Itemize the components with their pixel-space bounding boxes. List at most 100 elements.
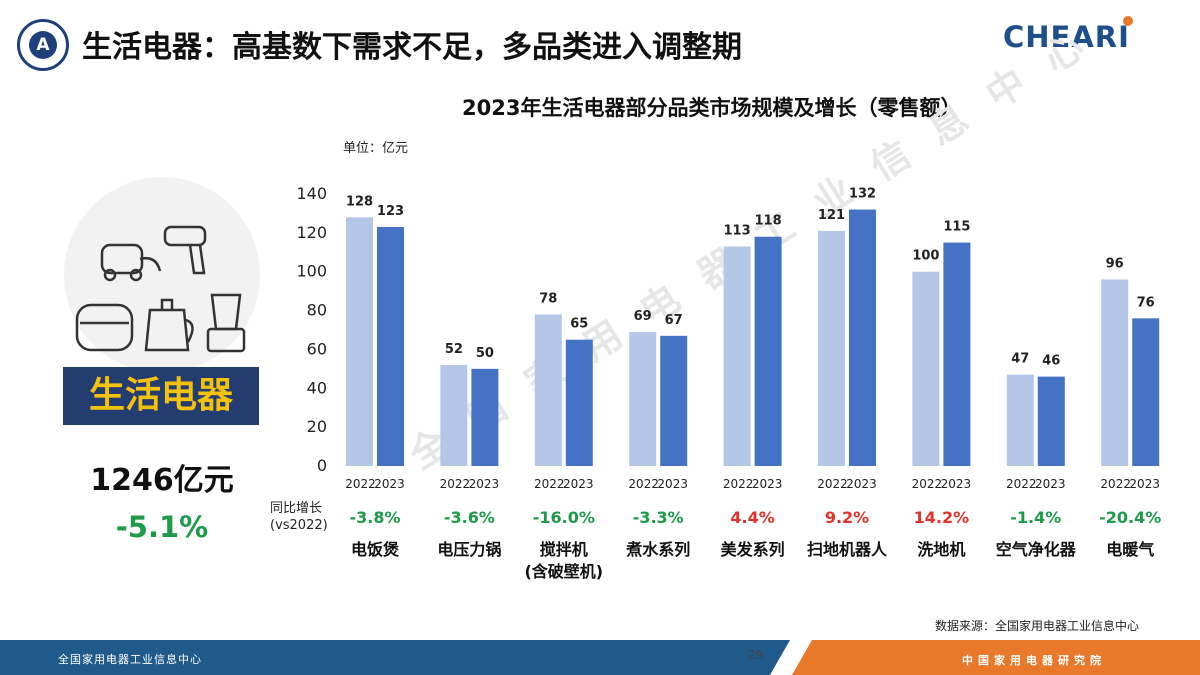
bar-value-label: 128 — [346, 194, 373, 209]
category-label: 电暖气 — [1106, 540, 1154, 559]
bar-value-label: 115 — [943, 220, 970, 235]
y-tick-label: 100 — [296, 262, 327, 281]
series-year-label: 2022 — [723, 477, 754, 491]
bar-value-label: 118 — [755, 214, 782, 229]
category-label: 扫地机器人 — [807, 540, 888, 559]
yoy-value: -3.8% — [349, 508, 400, 527]
bar-2022 — [346, 217, 373, 466]
category-label: 美发系列 — [721, 540, 785, 559]
y-tick-label: 0 — [317, 456, 327, 475]
bar-value-label: 46 — [1042, 354, 1060, 369]
series-year-label: 2023 — [1035, 477, 1066, 491]
bar-value-label: 96 — [1106, 256, 1124, 271]
yoy-value: -3.6% — [444, 508, 495, 527]
series-year-label: 2023 — [374, 477, 405, 491]
bar-value-label: 113 — [724, 223, 751, 238]
bar-2022 — [723, 246, 751, 466]
bar-2023 — [471, 368, 499, 466]
bar-2022 — [912, 271, 940, 466]
yoy-label-line2: (vs2022) — [270, 518, 328, 533]
kettle-icon — [144, 298, 194, 352]
chart-title: 2023年生活电器部分品类市场规模及增长（零售额） — [462, 96, 962, 120]
logo-a-icon: A — [29, 31, 57, 59]
series-year-label: 2022 — [440, 477, 471, 491]
chart-unit: 单位：亿元 — [343, 141, 409, 156]
bar-value-label: 52 — [445, 342, 463, 357]
series-year-label: 2022 — [628, 477, 659, 491]
brand-logo: CHEARI — [1003, 16, 1133, 54]
category-labels: 20222023-3.8%电饭煲20222023-3.6%电压力锅2022202… — [345, 477, 1161, 581]
bar-value-label: 132 — [849, 187, 876, 202]
y-tick-label: 40 — [307, 378, 327, 397]
y-tick-label: 20 — [307, 417, 327, 436]
bar-2022 — [534, 314, 562, 466]
bar-value-label: 78 — [539, 291, 557, 306]
data-source: 数据来源：全国家用电器工业信息中心 — [935, 619, 1140, 633]
yoy-value: -20.4% — [1099, 508, 1161, 527]
bar-2022 — [1101, 279, 1129, 466]
series-year-label: 2023 — [941, 477, 972, 491]
series-year-label: 2022 — [345, 477, 376, 491]
yoy-value: 9.2% — [825, 508, 869, 527]
bar-value-label: 123 — [377, 204, 404, 219]
yoy-label: 同比增长 (vs2022) — [270, 500, 328, 534]
bar-2023 — [1132, 318, 1160, 466]
bar-2023 — [943, 242, 971, 466]
yoy-value: -3.3% — [633, 508, 684, 527]
series-year-label: 2023 — [657, 477, 688, 491]
y-tick-label: 60 — [307, 339, 327, 358]
page-title: 生活电器：高基数下需求不足，多品类进入调整期 — [82, 30, 742, 65]
category-label: 电饭煲 — [351, 540, 400, 559]
bar-value-label: 65 — [570, 317, 588, 332]
bar-value-label: 47 — [1011, 352, 1029, 367]
category-label: 电压力锅 — [437, 540, 501, 559]
yoy-value: -16.0% — [533, 508, 595, 527]
bar-2023 — [377, 227, 404, 466]
series-year-label: 2023 — [563, 477, 594, 491]
series-year-label: 2022 — [912, 477, 943, 491]
series-year-label: 2022 — [1006, 477, 1037, 491]
bars — [346, 209, 1160, 467]
bar-2023 — [754, 236, 782, 466]
footer-right-band — [792, 640, 1200, 675]
series-year-label: 2023 — [752, 477, 783, 491]
bar-value-label: 76 — [1137, 295, 1155, 310]
yoy-value: -1.4% — [1010, 508, 1061, 527]
bar-2022 — [818, 230, 845, 466]
category-label: 煮水系列 — [625, 540, 690, 559]
footer-left-band — [0, 640, 790, 675]
series-year-label: 2023 — [846, 477, 877, 491]
bar-value-label: 69 — [634, 309, 652, 324]
footer-left-text: 全国家用电器工业信息中心 — [58, 653, 202, 666]
category-label: 洗地机 — [917, 540, 965, 559]
series-year-label: 2022 — [817, 477, 848, 491]
rice-cooker-icon — [75, 303, 134, 352]
bar-value-label: 50 — [476, 346, 494, 361]
bar-2023 — [565, 339, 593, 466]
bar-value-label: 100 — [912, 249, 939, 264]
brand-dot-icon — [1123, 16, 1133, 26]
value-labels: 128 123 52 50 78 65 69 67 113 118 121 132 100 115 47 46… — [346, 187, 1155, 369]
series-year-label: 2022 — [1100, 477, 1131, 491]
series-year-label: 2023 — [469, 477, 500, 491]
bar-2023 — [849, 209, 876, 467]
category-label: 搅拌机 — [540, 540, 588, 559]
market-total: 1246亿元 — [90, 463, 234, 498]
hair-dryer-icon — [163, 225, 207, 275]
yoy-value: 14.2% — [914, 508, 970, 527]
bar-value-label: 67 — [665, 313, 683, 328]
category-label: 生活电器 — [63, 367, 259, 425]
blender-icon — [206, 293, 246, 353]
watermark: 全国家用电器工业信息中心 — [401, 8, 1117, 478]
category-label: 空气净化器 — [996, 540, 1077, 559]
y-tick-label: 120 — [296, 223, 327, 242]
footer-bar — [0, 640, 1200, 675]
market-total-change: -5.1% — [115, 510, 209, 544]
bar-2023 — [1037, 376, 1065, 466]
brand-text: CHEARI — [1003, 20, 1130, 54]
series-year-label: 2022 — [534, 477, 565, 491]
y-tick-label: 80 — [307, 301, 327, 320]
illustration-backdrop — [64, 177, 260, 373]
footer-right-text: 中国家用电器研究院 — [962, 654, 1106, 667]
bar-2022 — [1006, 374, 1034, 466]
